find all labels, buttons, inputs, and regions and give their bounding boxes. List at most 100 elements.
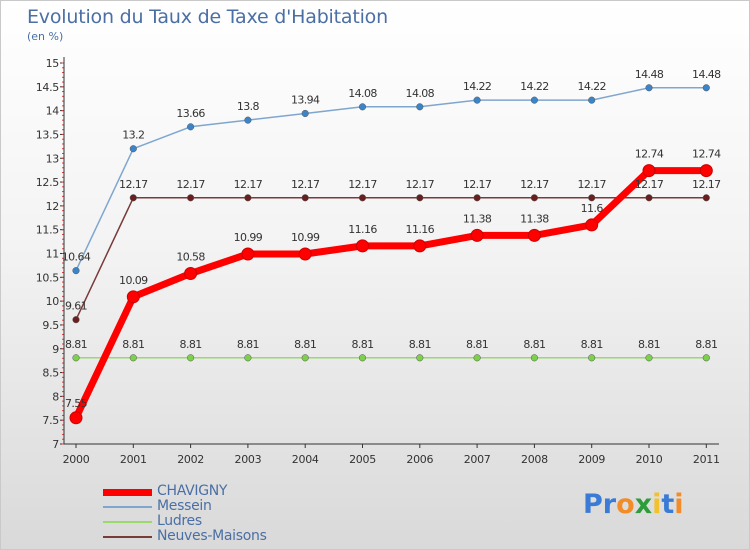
- legend-label: Messein: [157, 498, 212, 514]
- data-label: 12.17: [635, 178, 664, 191]
- y-minor-tick: [62, 219, 64, 221]
- x-tick-label: 2001: [120, 453, 147, 466]
- data-label: 8.81: [180, 338, 202, 351]
- y-minor-tick: [62, 438, 64, 440]
- y-minor-tick: [62, 200, 64, 202]
- y-minor-tick: [62, 157, 64, 159]
- y-tick-label: 10.5: [36, 271, 60, 284]
- data-point: [301, 109, 309, 118]
- logo-letter: i: [652, 489, 662, 520]
- y-minor-tick: [62, 172, 64, 174]
- y-minor-tick: [62, 114, 64, 116]
- data-point: [470, 228, 484, 242]
- y-minor-tick: [62, 224, 64, 226]
- y-minor-tick: [62, 148, 64, 150]
- y-minor-tick: [62, 276, 64, 278]
- data-label: 12.17: [406, 178, 435, 191]
- y-tick-label: 11.5: [36, 224, 60, 237]
- data-point: [187, 354, 195, 362]
- data-point: [241, 247, 255, 261]
- y-minor-tick: [62, 72, 64, 74]
- y-tick-label: 12.5: [36, 176, 60, 189]
- chart-lines: [72, 87, 710, 422]
- data-point: [699, 164, 713, 178]
- data-point: [527, 228, 541, 242]
- data-label: 13.66: [176, 107, 205, 120]
- data-label: 12.17: [463, 178, 492, 191]
- data-label: 8.81: [581, 338, 603, 351]
- y-minor-tick: [62, 348, 64, 350]
- legend-label: CHAVIGNY: [157, 483, 228, 499]
- x-tick-label: 2002: [177, 453, 204, 466]
- chart-subtitle: (en %): [27, 30, 64, 43]
- data-point: [187, 123, 195, 131]
- y-minor-tick: [62, 291, 64, 293]
- data-label: 14.22: [463, 80, 492, 93]
- y-minor-tick: [62, 257, 64, 259]
- data-point: [416, 103, 424, 111]
- y-tick-label: 10: [46, 295, 60, 308]
- data-point: [588, 96, 596, 104]
- data-point: [645, 194, 653, 202]
- y-minor-tick: [62, 295, 64, 297]
- y-minor-tick: [62, 372, 64, 374]
- y-minor-tick: [62, 381, 64, 383]
- chart-data-labels: 7.55 10.09 10.58 10.99 10.99 11.16 11.16 11.38 1…: [62, 68, 722, 410]
- data-label: 12.17: [348, 178, 377, 191]
- data-point: [72, 354, 80, 362]
- data-point: [702, 194, 710, 202]
- data-point: [530, 96, 538, 104]
- data-point: [72, 316, 80, 324]
- data-point: [645, 354, 653, 362]
- y-minor-tick: [62, 338, 64, 340]
- series-line-chavigny: [72, 167, 710, 422]
- data-label: 8.81: [294, 338, 316, 351]
- data-point: [413, 239, 427, 253]
- data-point: [358, 194, 367, 202]
- y-minor-tick: [62, 267, 64, 269]
- data-point: [416, 194, 424, 202]
- y-minor-tick: [62, 410, 64, 412]
- data-label: 12.17: [520, 178, 549, 191]
- y-minor-tick: [62, 229, 64, 231]
- y-minor-tick: [62, 81, 64, 83]
- x-tick-label: 2007: [464, 453, 491, 466]
- y-minor-tick: [62, 86, 64, 88]
- logo-letter: i: [674, 489, 684, 520]
- data-label: 8.81: [695, 338, 717, 351]
- data-label: 12.17: [577, 178, 606, 191]
- y-minor-tick: [62, 324, 64, 326]
- data-label: 14.22: [520, 80, 549, 93]
- y-minor-tick: [62, 310, 64, 312]
- x-tick-label: 2003: [235, 453, 262, 466]
- y-minor-tick: [62, 62, 64, 64]
- data-point: [298, 247, 312, 261]
- y-tick-label: 8: [52, 390, 59, 403]
- x-tick-label: 2010: [636, 453, 663, 466]
- data-point: [588, 194, 596, 202]
- data-label: 8.81: [65, 338, 87, 351]
- data-label: 14.08: [406, 87, 435, 100]
- data-point: [301, 354, 309, 362]
- y-minor-tick: [62, 262, 64, 264]
- chart-points: [69, 84, 713, 425]
- y-minor-tick: [62, 300, 64, 302]
- y-tick-label: 7: [52, 438, 59, 451]
- logo-letter: x: [634, 489, 653, 520]
- y-minor-tick: [62, 286, 64, 288]
- y-minor-tick: [62, 333, 64, 335]
- legend-swatch: [103, 488, 152, 496]
- data-point: [416, 354, 424, 362]
- data-point: [588, 354, 596, 362]
- data-point: [187, 194, 195, 202]
- y-minor-tick: [62, 429, 64, 431]
- x-tick-label: 2004: [292, 453, 319, 466]
- data-point: [585, 218, 599, 232]
- y-minor-tick: [62, 400, 64, 402]
- y-minor-tick: [62, 395, 64, 397]
- y-minor-tick: [62, 152, 64, 154]
- logo-letter: t: [661, 489, 675, 520]
- y-tick-label: 13: [46, 152, 60, 165]
- legend-label: Neuves-Maisons: [157, 528, 267, 544]
- proxiti-logo: Proxiti: [583, 489, 684, 520]
